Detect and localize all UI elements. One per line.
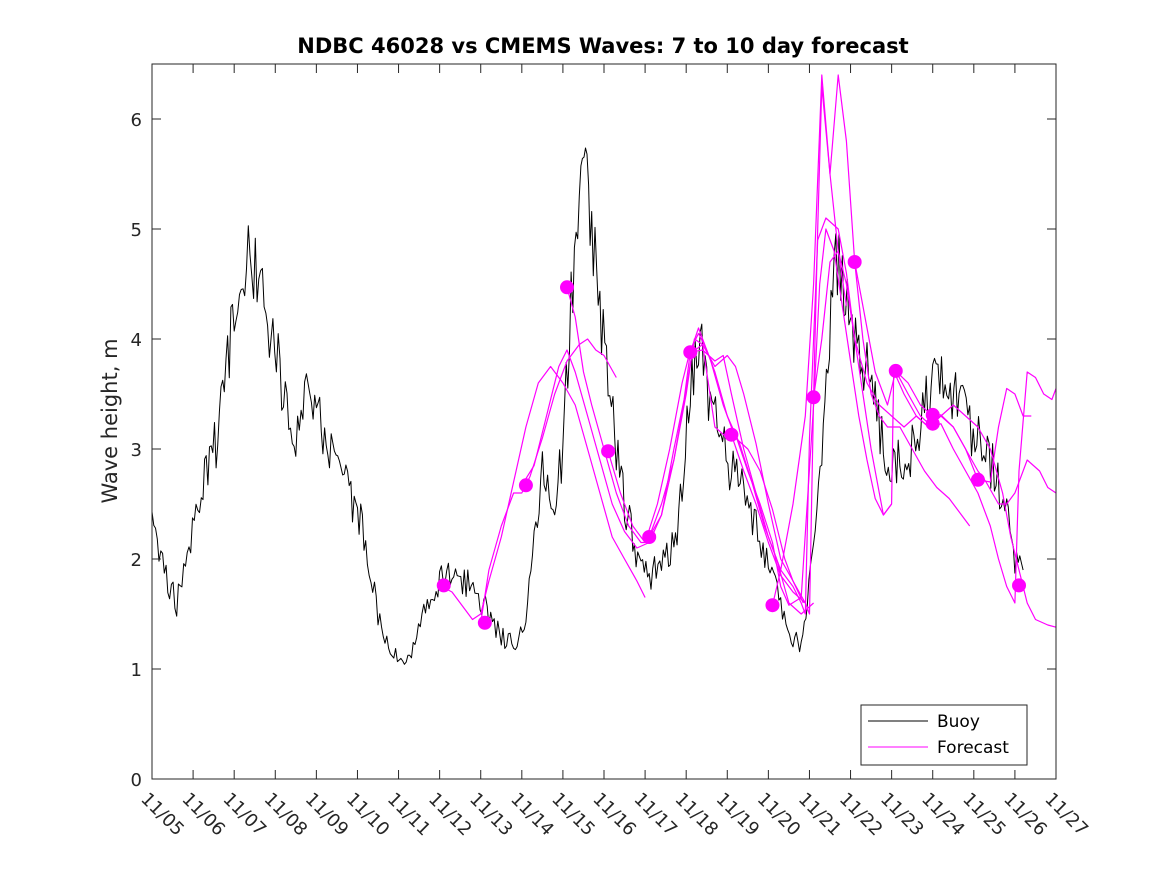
forecast-start-marker [560,280,575,295]
forecast-start-marker [806,390,821,405]
forecast-series-line [480,338,617,623]
forecast-start-marker [1012,578,1027,593]
forecast-start-marker [724,427,739,442]
y-tick-label: 2 [131,550,142,571]
forecast-series-line [521,338,806,604]
plot-area [152,64,1056,779]
y-tick-label: 5 [131,220,142,241]
buoy-series-line [151,147,1024,665]
y-tick-label: 0 [131,770,142,791]
y-axis-label: Wave height, m [98,338,122,503]
forecast-start-marker [642,530,657,544]
legend-buoy-label: Buoy [937,712,980,732]
forecast-series-line [854,261,1032,483]
legend-box [860,704,1028,766]
y-tick-label: 3 [131,440,142,461]
forecast-start-marker [888,363,903,378]
forecast-start-marker [683,345,698,360]
forecast-series-line [771,74,971,606]
legend: Buoy Forecast [860,704,1028,766]
chart-title: NDBC 46028 vs CMEMS Waves: 7 to 10 day f… [297,34,908,58]
forecast-start-marker [847,255,862,269]
forecast-start-marker [765,598,780,613]
forecast-start-marker [477,615,492,630]
y-tick-label: 4 [131,330,142,351]
y-tick-label: 6 [131,110,142,131]
forecast-start-marker [436,578,451,593]
marker-layer [436,255,1027,630]
series-layer [151,74,1057,665]
legend-forecast-label: Forecast [937,738,1009,758]
forecast-series-line [813,250,1057,516]
forecast-start-marker [601,444,616,459]
y-tick-label: 1 [131,660,142,681]
forecast-start-marker [925,416,940,431]
forecast-series-line [439,365,646,621]
forecast-start-marker [518,478,533,493]
forecast-start-marker [970,472,985,487]
